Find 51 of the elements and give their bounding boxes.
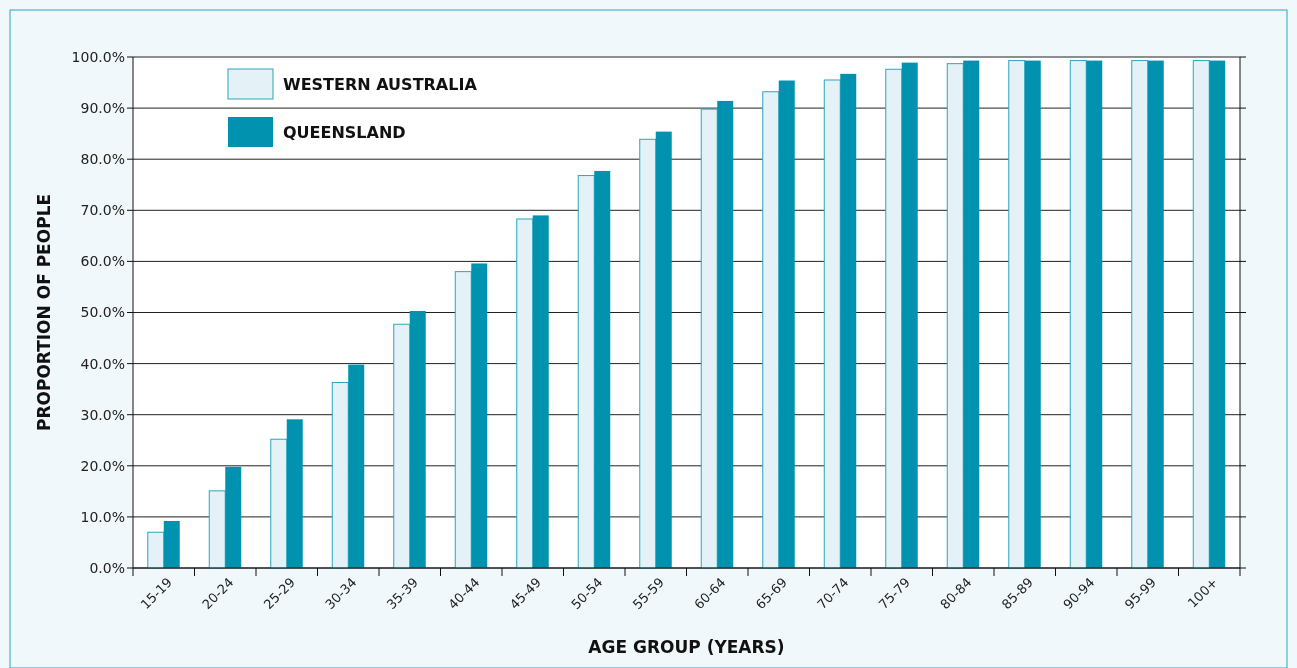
bar	[331, 382, 349, 569]
y-tick-label: 100.0%	[71, 48, 125, 65]
legend-label: QUEENSLAND	[283, 122, 406, 142]
y-tick-label: 40.0%	[80, 355, 125, 372]
bar	[700, 108, 718, 569]
bar	[1086, 60, 1103, 568]
bar	[717, 100, 734, 568]
y-tick-label: 70.0%	[80, 202, 125, 219]
y-tick-label: 0.0%	[89, 559, 125, 576]
bar	[471, 263, 488, 568]
bar	[286, 419, 303, 568]
bar	[516, 218, 534, 569]
bar	[1024, 60, 1041, 568]
bar	[393, 323, 411, 569]
y-tick-label: 90.0%	[80, 100, 125, 116]
legend-label: WESTERN AUSTRALIA	[283, 74, 478, 94]
bar	[762, 91, 780, 569]
y-axis-title: PROPORTION OF PEOPLE	[34, 193, 54, 432]
bar	[594, 170, 611, 568]
bar	[840, 73, 857, 568]
bar	[823, 79, 841, 569]
y-tick-label: 10.0%	[80, 508, 125, 525]
bar	[163, 520, 180, 568]
bar	[225, 466, 242, 568]
bar	[208, 490, 226, 569]
bar	[1192, 60, 1210, 569]
bar	[1069, 60, 1087, 569]
bar	[639, 138, 657, 569]
bar	[348, 364, 365, 568]
bar	[1131, 60, 1149, 569]
y-tick-label: 20.0%	[80, 457, 125, 474]
bar	[946, 63, 964, 569]
bar	[409, 310, 426, 568]
y-tick-label: 60.0%	[80, 253, 125, 270]
bar	[901, 62, 918, 568]
y-tick-label: 30.0%	[80, 406, 125, 423]
bar	[963, 60, 980, 568]
bar	[147, 531, 165, 569]
bar	[577, 175, 595, 569]
bar	[1209, 60, 1226, 568]
bar	[1008, 60, 1026, 569]
x-axis-title: AGE GROUP (YEARS)	[588, 637, 785, 657]
bar	[778, 80, 795, 568]
bar	[655, 131, 672, 568]
y-tick-label: 80.0%	[80, 151, 125, 168]
y-tick-label: 50.0%	[80, 304, 125, 321]
bar	[270, 438, 288, 569]
bar	[454, 271, 472, 569]
bar	[885, 68, 903, 569]
bar	[1147, 60, 1164, 568]
bar	[532, 215, 549, 568]
